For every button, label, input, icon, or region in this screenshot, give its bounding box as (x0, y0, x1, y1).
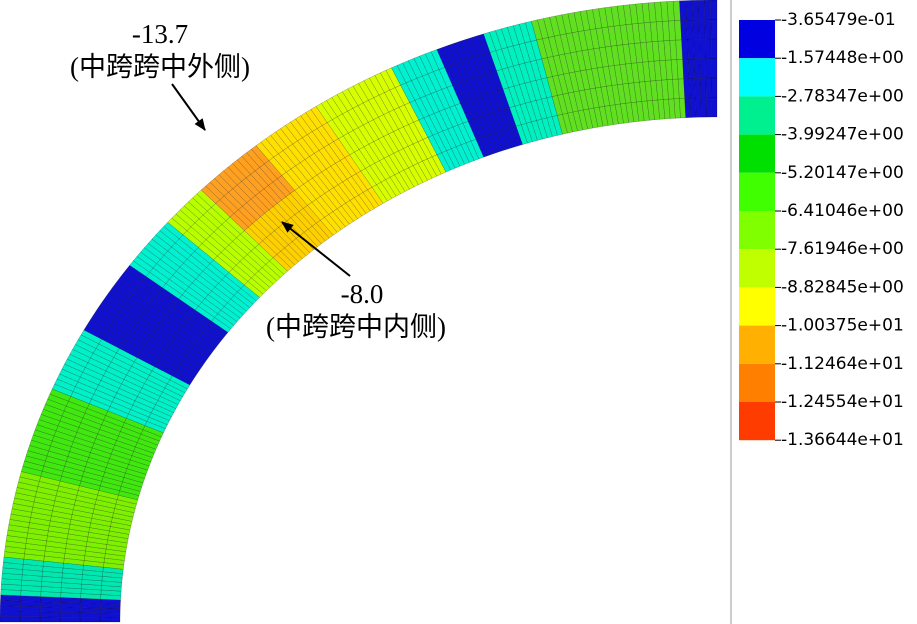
legend-label: -1.12464e+01 (781, 354, 904, 374)
legend-swatch (739, 363, 775, 402)
contour-cell (693, 58, 701, 79)
legend-swatch (739, 211, 775, 250)
contour-cell (0, 605, 21, 612)
legend-label: -6.41046e+00 (781, 201, 904, 221)
legend-swatch (739, 58, 775, 97)
contour-cell (59, 606, 81, 613)
contour-cell (698, 19, 706, 40)
contour-cell (79, 612, 101, 618)
contour-cell (39, 616, 61, 623)
legend-label: -3.99247e+00 (781, 125, 904, 145)
contour-cell (39, 606, 61, 613)
contour-cell (705, 97, 713, 118)
contour-cell (39, 601, 61, 608)
contour-cell (686, 19, 694, 40)
contour-cell (700, 97, 707, 118)
contour-cell (689, 97, 697, 118)
contour-cell (695, 97, 702, 118)
legend-swatch (739, 325, 775, 364)
legend-swatch (739, 172, 775, 211)
contour-cell (685, 0, 693, 21)
contour-cell (688, 78, 696, 99)
contour-cell (711, 77, 718, 98)
contour-cell (691, 0, 700, 21)
contour-cell (710, 0, 718, 20)
contour-cell (79, 616, 101, 623)
contour-cell (687, 39, 695, 60)
legend-label: -8.82845e+00 (781, 277, 904, 297)
annotation-value: -8.0 (341, 279, 384, 309)
contour-cell (99, 608, 121, 614)
legend-label: -1.57448e+00 (781, 48, 904, 68)
contour-cell (59, 616, 81, 623)
contour-cell (710, 38, 718, 59)
contour-cell (688, 58, 696, 79)
contour-cell (99, 612, 121, 618)
legend-label: -1.24554e+01 (781, 392, 904, 412)
legend-label: -5.20147e+00 (781, 163, 904, 183)
legend-swatch (739, 402, 775, 441)
contour-cell (700, 77, 707, 98)
contour-cell (692, 19, 700, 40)
legend-label: -7.61946e+00 (781, 239, 904, 259)
contour-cell (704, 19, 712, 40)
contour-cell (682, 58, 690, 80)
legend-swatch (739, 20, 775, 59)
contour-cell (693, 38, 701, 60)
legend-label: -3.65479e-01 (781, 10, 896, 30)
contour-cell (0, 600, 21, 607)
contour-cell (680, 19, 688, 41)
legend-label: -1.00375e+01 (781, 316, 904, 336)
contour-cell (710, 19, 718, 40)
legend-swatch (739, 249, 775, 288)
legend-swatch (739, 96, 775, 135)
contour-cell (679, 0, 687, 21)
contour-cell (704, 38, 712, 59)
contour-cell (19, 611, 41, 618)
contour-cell (699, 58, 707, 79)
contour-cell (681, 39, 689, 60)
legend-label: -1.36644e+01 (781, 430, 904, 450)
contour-cell (79, 607, 101, 614)
contour-cell (19, 600, 41, 607)
contour-cell (694, 77, 702, 99)
contour-cell (59, 611, 81, 618)
annotation-value: -13.7 (132, 19, 188, 49)
contour-cell (699, 38, 706, 59)
stress-contour (0, 0, 718, 623)
arrow (281, 221, 351, 277)
contour-cell (705, 58, 712, 79)
contour-cell (0, 616, 21, 623)
legend-swatch (739, 134, 775, 173)
contour-cell (39, 611, 61, 618)
legend-label: -2.78347e+00 (781, 86, 904, 106)
contour-cell (704, 0, 712, 20)
annotation-location: (中跨跨中内侧) (266, 312, 446, 342)
arrow (171, 83, 206, 131)
contour-cell (697, 0, 706, 20)
annotation-location: (中跨跨中外侧) (70, 52, 250, 82)
legend-swatch (739, 287, 775, 326)
contour-cell (19, 616, 41, 623)
contour-cell (711, 58, 718, 79)
contour-cell (99, 617, 121, 623)
contour-cell (0, 610, 21, 617)
legend: -3.65479e-01 -1.57448e+00 -2.78347e+00 -3.9… (739, 10, 904, 450)
contour-cell (19, 605, 41, 613)
contour-cell (711, 97, 718, 118)
contour-cell (705, 77, 712, 98)
